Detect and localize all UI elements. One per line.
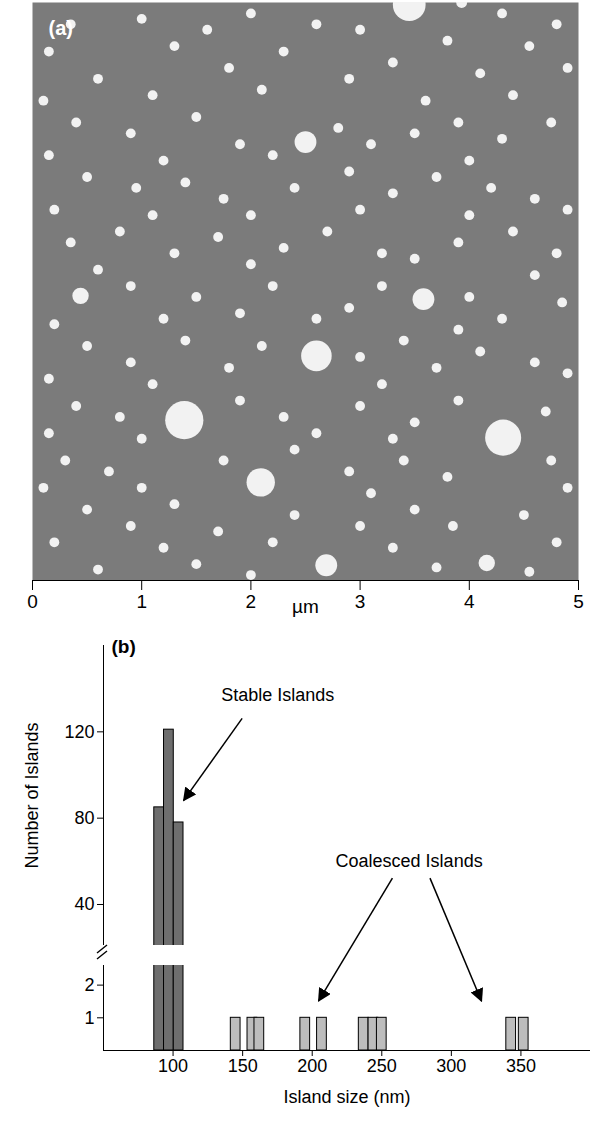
svg-text:µm: µm [292, 596, 319, 617]
svg-text:1: 1 [84, 1008, 94, 1028]
svg-text:Island size (nm): Island size (nm) [283, 1087, 410, 1107]
svg-text:40: 40 [74, 894, 94, 914]
svg-text:80: 80 [74, 808, 94, 828]
svg-text:1: 1 [136, 591, 147, 612]
svg-text:(b): (b) [112, 636, 136, 657]
svg-text:2: 2 [246, 591, 257, 612]
svg-text:200: 200 [297, 1056, 327, 1076]
svg-text:4: 4 [464, 591, 475, 612]
svg-text:2: 2 [84, 975, 94, 995]
svg-text:300: 300 [436, 1056, 466, 1076]
svg-text:5: 5 [573, 591, 584, 612]
svg-text:120: 120 [64, 722, 94, 742]
svg-text:150: 150 [228, 1056, 258, 1076]
svg-text:0: 0 [27, 591, 38, 612]
svg-text:Coalesced Islands: Coalesced Islands [336, 851, 483, 871]
svg-text:350: 350 [506, 1056, 536, 1076]
svg-text:(a): (a) [49, 17, 73, 39]
svg-text:Stable Islands: Stable Islands [221, 685, 334, 705]
svg-text:Number of Islands: Number of Islands [22, 722, 42, 868]
svg-text:100: 100 [158, 1056, 188, 1076]
svg-text:250: 250 [367, 1056, 397, 1076]
svg-text:3: 3 [355, 591, 366, 612]
